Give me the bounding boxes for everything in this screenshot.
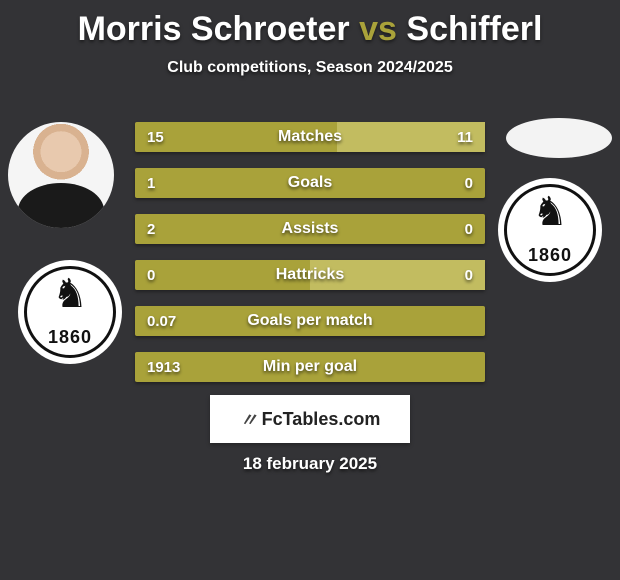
club-year: 1860	[528, 245, 572, 266]
stat-label: Goals per match	[135, 306, 485, 336]
stat-label: Goals	[135, 168, 485, 198]
chart-icon: 〃	[240, 406, 256, 432]
player-right-club-badge: ♞ 1860	[498, 178, 602, 282]
subtitle: Club competitions, Season 2024/2025	[0, 59, 620, 77]
date-label: 18 february 2025	[0, 454, 620, 474]
title-player-right: Schifferl	[406, 10, 542, 48]
title-player-left: Morris Schroeter	[78, 10, 350, 48]
title-vs: vs	[359, 10, 397, 48]
stat-row: 1913Min per goal	[135, 352, 485, 382]
stat-row: 0.07Goals per match	[135, 306, 485, 336]
stat-label: Assists	[135, 214, 485, 244]
lion-icon: ♞	[532, 192, 568, 232]
stat-row: 10Goals	[135, 168, 485, 198]
watermark-text: FcTables.com	[262, 409, 381, 430]
player-left-club-badge: ♞ 1860	[18, 260, 122, 364]
club-year: 1860	[48, 327, 92, 348]
stat-row: 00Hattricks	[135, 260, 485, 290]
comparison-chart: 1511Matches 10Goals 20Assists 00Hattricks 0.…	[135, 122, 485, 398]
player-left-avatar	[8, 122, 114, 228]
stat-row: 20Assists	[135, 214, 485, 244]
page-title: Morris Schroeter vs Schifferl	[0, 0, 620, 49]
player-right-avatar	[506, 118, 612, 158]
stat-label: Min per goal	[135, 352, 485, 382]
lion-icon: ♞	[52, 274, 88, 314]
stat-label: Hattricks	[135, 260, 485, 290]
stat-label: Matches	[135, 122, 485, 152]
watermark: 〃 FcTables.com	[210, 395, 410, 443]
stat-row: 1511Matches	[135, 122, 485, 152]
